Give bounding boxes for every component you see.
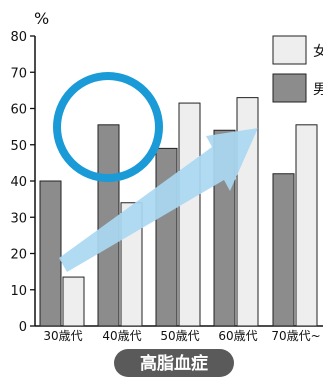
y-tick-label: 20 bbox=[10, 248, 27, 263]
legend-swatch bbox=[272, 73, 307, 103]
legend: 女男 bbox=[272, 35, 323, 103]
highlight-circle bbox=[53, 72, 163, 182]
bar-female bbox=[178, 102, 201, 327]
trend-arrow bbox=[59, 128, 258, 272]
y-unit-label: % bbox=[34, 9, 49, 28]
y-tick-label: 70 bbox=[10, 66, 27, 81]
bar-female bbox=[295, 124, 318, 327]
bars-group bbox=[39, 97, 318, 327]
x-tick-label: 70歳代~ bbox=[271, 329, 320, 343]
x-tick-label: 60歳代 bbox=[218, 329, 257, 343]
legend-label: 女 bbox=[313, 43, 323, 60]
y-tick-label: 50 bbox=[10, 139, 27, 154]
legend-swatch bbox=[272, 35, 307, 65]
x-tick-label: 40歳代 bbox=[102, 329, 141, 343]
title-badge: 高脂血症 bbox=[114, 349, 234, 377]
bar-female bbox=[62, 276, 85, 327]
x-tick-label: 50歳代 bbox=[160, 329, 199, 343]
legend-label: 男 bbox=[313, 82, 323, 98]
y-tick-label: 30 bbox=[10, 211, 27, 226]
y-tick-label: 10 bbox=[10, 284, 27, 299]
y-tick-label: 0 bbox=[19, 320, 27, 335]
axes: 0 10 20 30 40 50 60 70 80 bbox=[10, 30, 323, 335]
bar-male bbox=[39, 180, 62, 327]
x-tick-label: 30歳代 bbox=[43, 329, 82, 343]
category-labels: 30歳代 40歳代 50歳代 60歳代 70歳代~ bbox=[43, 329, 320, 343]
bar-male bbox=[272, 173, 295, 327]
y-tick-label: 60 bbox=[10, 103, 27, 118]
title-badge-bg bbox=[114, 349, 234, 377]
annotations-group bbox=[53, 72, 258, 272]
y-tick-label: 40 bbox=[10, 175, 27, 190]
y-tick-label: 80 bbox=[10, 30, 27, 45]
chart-title: 高脂血症 bbox=[140, 353, 208, 374]
